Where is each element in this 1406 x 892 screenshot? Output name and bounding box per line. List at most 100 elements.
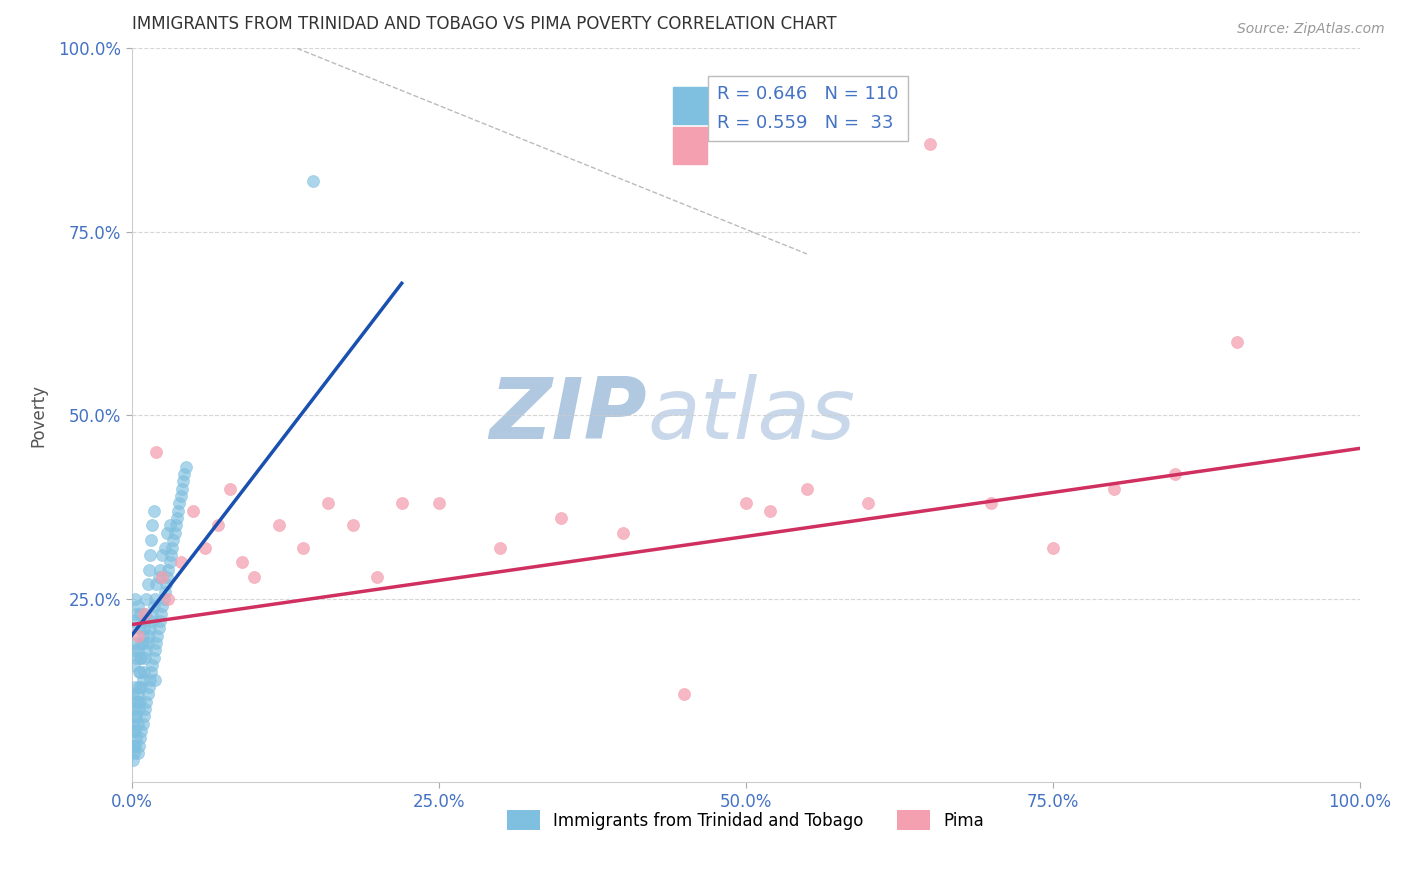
Point [165, 518, 187, 533]
Point [124, 680, 146, 694]
Point [131, 723, 153, 738]
Point [148, 621, 170, 635]
Point [162, 533, 184, 548]
Point [125, 650, 148, 665]
Point [174, 459, 197, 474]
Point [125, 709, 148, 723]
Point [194, 541, 217, 555]
Point [155, 577, 177, 591]
Point [128, 621, 150, 635]
Point [159, 518, 181, 533]
Point [127, 599, 149, 614]
Y-axis label: Poverty: Poverty [30, 384, 46, 447]
Point [167, 504, 190, 518]
Point [129, 695, 152, 709]
Point [170, 482, 193, 496]
Point [125, 695, 148, 709]
Point [157, 562, 180, 576]
Point [160, 541, 183, 555]
Point [149, 614, 172, 628]
Point [391, 496, 413, 510]
Point [125, 607, 148, 621]
Point [125, 731, 148, 746]
Point [141, 614, 163, 628]
Point [1226, 334, 1249, 349]
Point [918, 136, 941, 151]
Text: atlas: atlas [647, 374, 855, 457]
Point [1102, 482, 1125, 496]
Point [141, 607, 163, 621]
Point [122, 739, 145, 753]
Point [157, 591, 180, 606]
Point [170, 489, 193, 503]
Point [122, 746, 145, 760]
Point [132, 621, 155, 635]
Point [136, 636, 159, 650]
Point [136, 687, 159, 701]
Point [131, 650, 153, 665]
Point [156, 525, 179, 540]
Point [139, 548, 162, 562]
Point [156, 570, 179, 584]
Point [143, 591, 166, 606]
Point [127, 629, 149, 643]
Point [134, 702, 156, 716]
Point [170, 555, 193, 569]
Point [163, 525, 186, 540]
Point [142, 504, 165, 518]
Point [150, 599, 173, 614]
Point [131, 629, 153, 643]
Point [153, 584, 176, 599]
Point [980, 496, 1002, 510]
Point [427, 496, 450, 510]
Point [121, 643, 143, 657]
Point [138, 562, 160, 576]
Point [207, 518, 229, 533]
Point [121, 753, 143, 767]
Point [858, 496, 880, 510]
Point [142, 599, 165, 614]
Point [132, 709, 155, 723]
Point [135, 695, 157, 709]
Point [141, 518, 163, 533]
Point [127, 716, 149, 731]
Point [142, 650, 165, 665]
Point [149, 562, 172, 576]
Point [159, 555, 181, 569]
Point [141, 533, 163, 548]
Point [342, 518, 364, 533]
Point [796, 482, 818, 496]
Point [124, 739, 146, 753]
Point [129, 665, 152, 680]
Legend: Immigrants from Trinidad and Tobago, Pima: Immigrants from Trinidad and Tobago, Pim… [501, 804, 991, 837]
Point [122, 657, 145, 672]
Point [127, 687, 149, 701]
Point [734, 496, 756, 510]
Point [129, 731, 152, 746]
Point [129, 607, 152, 621]
Text: Source: ZipAtlas.com: Source: ZipAtlas.com [1237, 22, 1385, 37]
Point [128, 665, 150, 680]
Point [132, 665, 155, 680]
Point [218, 482, 240, 496]
Point [121, 739, 143, 753]
Point [612, 525, 634, 540]
Point [153, 541, 176, 555]
Bar [673, 127, 707, 163]
Point [128, 739, 150, 753]
Text: R = 0.646   N = 110
R = 0.559   N =  33: R = 0.646 N = 110 R = 0.559 N = 33 [717, 85, 898, 132]
Point [124, 591, 146, 606]
Point [138, 680, 160, 694]
Point [150, 548, 173, 562]
Point [132, 614, 155, 628]
Point [267, 518, 290, 533]
Point [131, 680, 153, 694]
Point [134, 607, 156, 621]
Point [131, 636, 153, 650]
Point [127, 695, 149, 709]
Point [135, 643, 157, 657]
Point [121, 716, 143, 731]
Point [122, 614, 145, 628]
Bar [673, 87, 707, 124]
Point [489, 541, 512, 555]
